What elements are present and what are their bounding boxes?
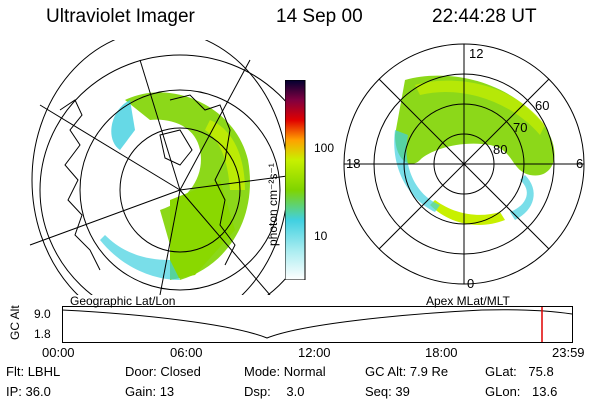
mlat-label-80: 80 bbox=[493, 142, 508, 157]
timeline-xtick-1: 06:00 bbox=[170, 345, 203, 360]
status-gain: Gain: 13 bbox=[125, 384, 175, 399]
timeline-ytick-min: 1.8 bbox=[34, 327, 51, 341]
mlat-label-70: 70 bbox=[513, 120, 528, 135]
caption-geographic: Geographic Lat/Lon bbox=[70, 294, 176, 308]
status-glat: GLat: 75.8 bbox=[485, 364, 554, 379]
status-mode: Mode: Normal bbox=[244, 364, 326, 379]
timeline-xtick-3: 18:00 bbox=[425, 345, 458, 360]
status-gc-alt: GC Alt: 7.9 Re bbox=[365, 364, 449, 379]
status-ip: IP: 36.0 bbox=[6, 384, 51, 399]
status-flt: Flt: LBHL bbox=[6, 364, 61, 379]
mlt-label-6: 6 bbox=[576, 156, 584, 171]
timeline-ytick-max: 9.0 bbox=[34, 307, 51, 321]
mlt-label-0: 0 bbox=[467, 276, 475, 291]
polar-mlt-plot bbox=[343, 43, 585, 285]
instrument-title: Ultraviolet Imager bbox=[46, 6, 195, 27]
colorbar bbox=[285, 80, 306, 280]
timeline-ylabel: GC Alt bbox=[8, 305, 22, 340]
mlt-label-18: 18 bbox=[346, 156, 361, 171]
date-label: 14 Sep 00 bbox=[276, 6, 363, 27]
colorbar-unit-label: photon cm⁻²s⁻¹ bbox=[266, 163, 280, 246]
status-door: Door: Closed bbox=[125, 364, 201, 379]
colorbar-tick-10: 10 bbox=[314, 229, 328, 243]
status-dsp: Dsp: 3.0 bbox=[244, 384, 305, 399]
timeline-xtick-4: 23:59 bbox=[552, 345, 585, 360]
geographic-auroral-image bbox=[29, 40, 295, 295]
status-seq: Seq: 39 bbox=[365, 384, 410, 399]
timeline-xtick-0: 00:00 bbox=[42, 345, 75, 360]
timeline-xtick-2: 12:00 bbox=[298, 345, 331, 360]
time-label: 22:44:28 UT bbox=[432, 6, 537, 27]
caption-apex: Apex MLat/MLT bbox=[426, 294, 510, 308]
colorbar-tick-100: 100 bbox=[314, 141, 335, 155]
status-glon: GLon: 13.6 bbox=[485, 384, 558, 399]
mlat-label-60: 60 bbox=[535, 98, 550, 113]
altitude-timeline bbox=[62, 306, 573, 343]
mlt-label-12: 12 bbox=[469, 46, 484, 61]
